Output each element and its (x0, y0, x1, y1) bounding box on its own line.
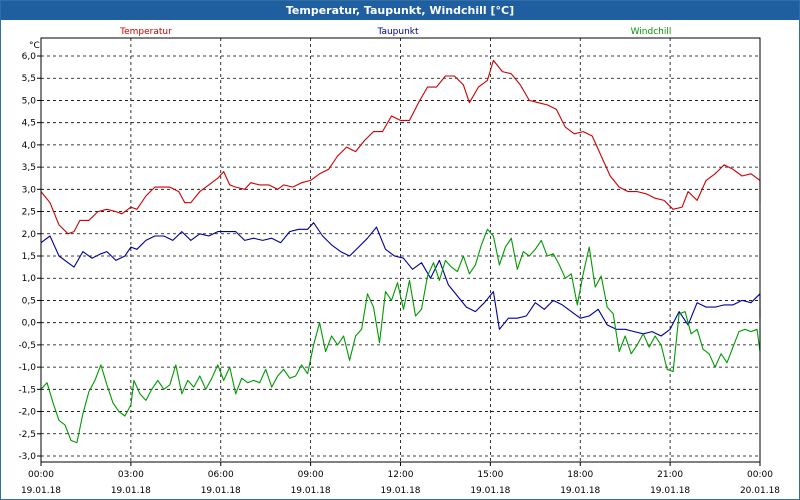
y-tick-label: 1,0 (22, 274, 37, 284)
y-tick-label: 0,5 (22, 296, 36, 306)
x-tick-date: 19.01.18 (201, 486, 241, 496)
x-tick-time: 00:00 (747, 470, 773, 480)
x-tick-date: 19.01.18 (291, 486, 331, 496)
y-tick-label: 6,0 (22, 52, 37, 62)
y-tick-label: 3,0 (22, 185, 37, 195)
y-tick-label: -2,5 (18, 430, 36, 440)
x-tick-date: 19.01.18 (111, 486, 151, 496)
grid (41, 38, 760, 462)
legend-item-temperatur: Temperatur (119, 27, 172, 37)
x-tick-time: 06:00 (208, 470, 234, 480)
y-tick-label: 2,0 (22, 230, 37, 240)
y-tick-label: -1,0 (18, 363, 36, 373)
x-tick-time: 00:00 (28, 470, 54, 480)
y-tick-label: 1,5 (22, 252, 36, 262)
legend: Temperatur Taupunkt Windchill (119, 27, 671, 37)
series-line-temperatur (40, 59, 761, 235)
series-group (40, 59, 761, 444)
y-tick-label: 4,5 (22, 119, 36, 129)
window-title: Temperatur, Taupunkt, Windchill [°C] (1, 1, 799, 20)
x-tick-time: 03:00 (118, 470, 144, 480)
y-tick-label: 5,5 (22, 74, 36, 84)
series-line-taupunkt (40, 222, 761, 337)
x-tick-date: 19.01.18 (380, 486, 420, 496)
x-tick-time: 12:00 (388, 470, 414, 480)
legend-item-taupunkt: Taupunkt (376, 27, 419, 37)
y-tick-label: 4,0 (22, 141, 37, 151)
y-axis-unit: °C (29, 41, 40, 51)
series-line-windchill (40, 228, 761, 444)
y-tick-label: -3,0 (18, 452, 36, 462)
y-tick-label: 3,5 (22, 163, 36, 173)
x-tick-time: 18:00 (567, 470, 593, 480)
x-tick-date: 19.01.18 (21, 486, 61, 496)
x-tick-time: 15:00 (477, 470, 503, 480)
x-tick-date: 19.01.18 (470, 486, 510, 496)
y-tick-label: -0,5 (18, 341, 36, 351)
y-tick-label: 0,0 (22, 319, 37, 329)
x-tick-date: 19.01.18 (650, 486, 690, 496)
y-tick-label: -1,5 (18, 385, 36, 395)
x-tick-date: 19.01.18 (560, 486, 600, 496)
legend-item-windchill: Windchill (631, 27, 672, 37)
y-tick-label: 5,0 (22, 96, 37, 106)
axes: 6,0 5,5 5,0 4,5 4,0 3,5 3,0 2,5 2,0 1,5 1,0 0,5 0,0 -… (18, 37, 780, 496)
y-tick-label: -2,0 (18, 408, 36, 418)
x-tick-time: 09:00 (298, 470, 324, 480)
x-tick-time: 21:00 (657, 470, 683, 480)
y-tick-label: 2,5 (22, 208, 36, 218)
x-tick-date: 20.01.18 (740, 486, 780, 496)
